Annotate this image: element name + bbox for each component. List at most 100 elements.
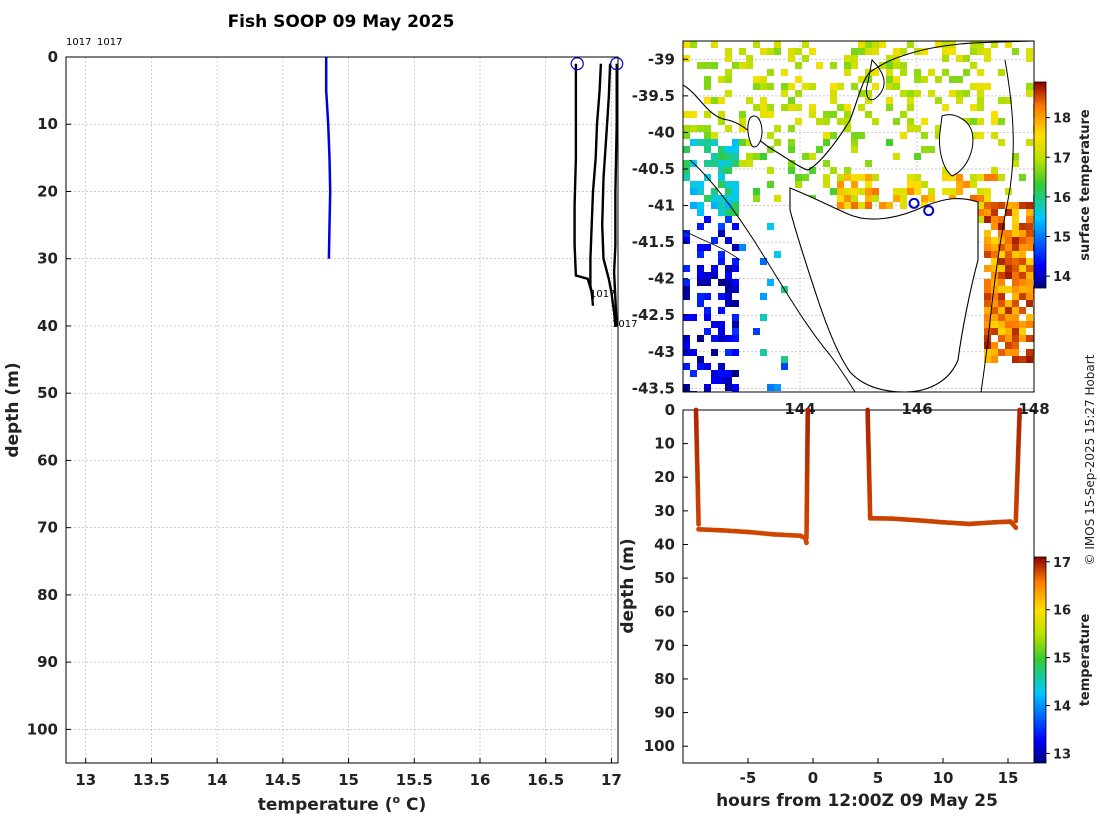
map-sst-pixel <box>914 90 921 97</box>
map-sst-pixel <box>781 90 788 97</box>
map-sst-pixel <box>1026 279 1033 286</box>
map-sst-pixel <box>991 223 998 230</box>
map-sst-pixel <box>760 153 767 160</box>
profile-x-tick-label: 16 <box>470 771 491 789</box>
section-x-axis-label: hours from 12:00Z 09 May 25 <box>716 791 998 811</box>
map-sst-pixel <box>683 111 690 118</box>
map-sst-pixel <box>704 293 711 300</box>
map-sst-pixel <box>697 125 704 132</box>
map-sst-pixel <box>851 181 858 188</box>
map-sst-pixel <box>767 223 774 230</box>
map-track-marker <box>923 205 935 217</box>
map-sst-pixel <box>809 83 816 90</box>
map-sst-pixel <box>704 363 711 370</box>
map-sst-pixel <box>1026 321 1033 328</box>
map-sst-pixel <box>991 258 998 265</box>
map-sst-pixel <box>683 265 690 272</box>
map-sst-pixel <box>767 167 774 174</box>
map-sst-pixel <box>984 300 991 307</box>
map-sst-pixel <box>718 335 725 342</box>
map-sst-pixel <box>795 118 802 125</box>
map-sst-pixel <box>942 48 949 55</box>
map-sst-pixel <box>1012 258 1019 265</box>
map-sst-pixel <box>991 244 998 251</box>
map-sst-pixel <box>697 363 704 370</box>
map-sst-pixel <box>998 335 1005 342</box>
map-sst-pixel <box>942 41 949 48</box>
map-sst-pixel <box>697 188 704 195</box>
map-sst-pixel <box>802 83 809 90</box>
map-sst-pixel <box>858 76 865 83</box>
map-sst-pixel <box>1012 237 1019 244</box>
map-sst-pixel <box>837 83 844 90</box>
map-sst-pixel <box>991 300 998 307</box>
map-sst-pixel <box>1019 251 1026 258</box>
map-sst-pixel <box>830 90 837 97</box>
map-sst-pixel <box>893 195 900 202</box>
map-sst-pixel <box>851 62 858 69</box>
map-sst-pixel <box>921 202 928 209</box>
map-sst-pixel <box>725 55 732 62</box>
map-sst-pixel <box>718 195 725 202</box>
map-sst-pixel <box>886 69 893 76</box>
map-sst-pixel <box>704 314 711 321</box>
map-sst-pixel <box>984 356 991 363</box>
map-sst-pixel <box>732 188 739 195</box>
map-sst-pixel <box>732 300 739 307</box>
map-sst-pixel <box>704 160 711 167</box>
profile-chart: 13 13.5 14 14.5 15 15.5 16 16.5 17 0 10 20 30 40 50 60… <box>3 37 637 815</box>
map-sst-pixel <box>851 83 858 90</box>
map-sst-pixel <box>739 125 746 132</box>
map-sst-pixel <box>704 279 711 286</box>
map-sst-pixel <box>837 174 844 181</box>
profile-y-axis-label: depth (m) <box>3 362 23 457</box>
map-sst-pixel <box>718 258 725 265</box>
map-sst-pixel <box>1026 230 1033 237</box>
map-y-tick-label: -39.5 <box>632 87 675 105</box>
map-sst-pixel <box>928 188 935 195</box>
map-sst-pixel <box>977 97 984 104</box>
map-sst-pixel <box>732 223 739 230</box>
map-sst-pixel <box>690 202 697 209</box>
map-sst-pixel <box>837 181 844 188</box>
map-sst-pixel <box>697 181 704 188</box>
contour-small <box>683 229 741 261</box>
profile-x-tick-label: 14.5 <box>264 771 301 789</box>
map-sst-pixel <box>767 132 774 139</box>
map-sst-pixel <box>970 41 977 48</box>
profile-line-reference <box>324 57 332 259</box>
map-sst-pixel <box>998 265 1005 272</box>
map-sst-pixel <box>858 188 865 195</box>
map-sst-pixel <box>718 251 725 258</box>
section-y-tick-label: 80 <box>654 670 675 688</box>
map-sst-pixel <box>795 174 802 181</box>
map-sst-pixel <box>809 167 816 174</box>
map-sst-pixel <box>977 216 984 223</box>
map-sst-pixel <box>886 55 893 62</box>
section-point <box>805 407 811 413</box>
profile-line-profile-1b <box>589 63 603 300</box>
coastline-tasmania <box>789 187 979 392</box>
map-sst-pixel <box>711 195 718 202</box>
section-x-tick-label: 0 <box>808 769 818 787</box>
map-sst-pixel <box>900 202 907 209</box>
map-y-tick-label: -42.5 <box>632 306 675 324</box>
map-sst-pixel <box>704 76 711 83</box>
map-sst-pixel <box>844 188 851 195</box>
map-sst-pixel <box>760 314 767 321</box>
map-sst-pixel <box>1026 209 1033 216</box>
map-sst-pixel <box>725 90 732 97</box>
profile-y-tick-label: 100 <box>27 720 58 738</box>
map-colorbar-ticks: 14 15 16 17 18 <box>1046 112 1071 285</box>
map-sst-pixel <box>683 237 690 244</box>
map-sst-pixel <box>683 174 690 181</box>
map-sst-pixel <box>984 335 991 342</box>
profile-x-tick-label: 15.5 <box>396 771 433 789</box>
map-sst-pixel <box>872 174 879 181</box>
map-sst-pixel <box>872 83 879 90</box>
map-sst-pixel <box>690 139 697 146</box>
map-sst-pixel <box>928 195 935 202</box>
map-sst-pixel <box>753 76 760 83</box>
map-sst-pixel <box>998 349 1005 356</box>
section-colorbar-label: temperature <box>1078 614 1093 707</box>
